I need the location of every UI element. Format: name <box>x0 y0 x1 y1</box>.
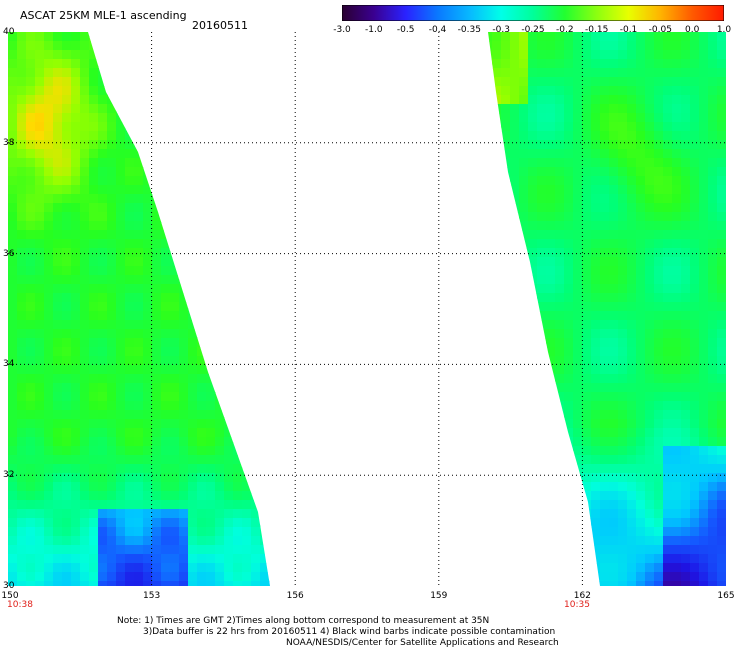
lon-tick-label: 165 <box>717 591 735 601</box>
colorbar-tick-label: -0.3 <box>492 25 510 35</box>
right-swath-time: 10:35 <box>564 600 590 610</box>
lon-tick-label: 156 <box>286 591 304 601</box>
colorbar-tick-label: -0.25 <box>521 25 545 35</box>
lat-tick-label: 38 <box>3 137 15 148</box>
colorbar-tick-label: 0.0 <box>684 25 700 35</box>
lon-tick-label: 150 <box>1 591 19 601</box>
lat-tick-label: 36 <box>3 248 15 259</box>
colorbar-tick-label: -0.2 <box>556 25 574 35</box>
footnote-line-1: Note: 1) Times are GMT 2)Times along bot… <box>117 616 490 626</box>
colorbar-tick-label: -0.5 <box>396 25 415 35</box>
colorbar-tick-label: -0.05 <box>648 25 672 35</box>
lat-tick-label: 32 <box>3 470 15 481</box>
gridlines <box>8 32 726 586</box>
lon-tick-label: 153 <box>143 591 161 601</box>
colorbar-tick-label: -1.0 <box>365 25 383 35</box>
lon-tick-label: 159 <box>430 591 448 601</box>
lat-tick-label: 30 <box>3 581 15 591</box>
colorbar-tick-label: -0.1 <box>619 25 638 35</box>
colorbar-tick-label: 1.0 <box>716 25 732 35</box>
wind-map <box>8 32 726 586</box>
lat-tick-label: 40 <box>3 27 15 37</box>
lat-tick-label: 34 <box>3 359 15 370</box>
lon-tick-label: 162 <box>573 591 591 601</box>
colorbar-tick-label: -0.15 <box>585 25 609 35</box>
footnote-line-3: NOAA/NESDIS/Center for Satellite Applica… <box>286 638 559 648</box>
footnote-line-2: 3)Data buffer is 22 hrs from 20160511 4)… <box>143 627 556 637</box>
plot-date: 20160511 <box>192 19 248 32</box>
colorbar <box>342 5 724 21</box>
left-swath-time: 10:38 <box>7 600 33 610</box>
colorbar-tick-label: -3.0 <box>333 25 351 35</box>
colorbar-tick-label: -0.4 <box>428 25 447 35</box>
colorbar-tick-label: -0.35 <box>457 25 481 35</box>
plot-title: ASCAT 25KM MLE-1 ascending <box>20 9 187 22</box>
